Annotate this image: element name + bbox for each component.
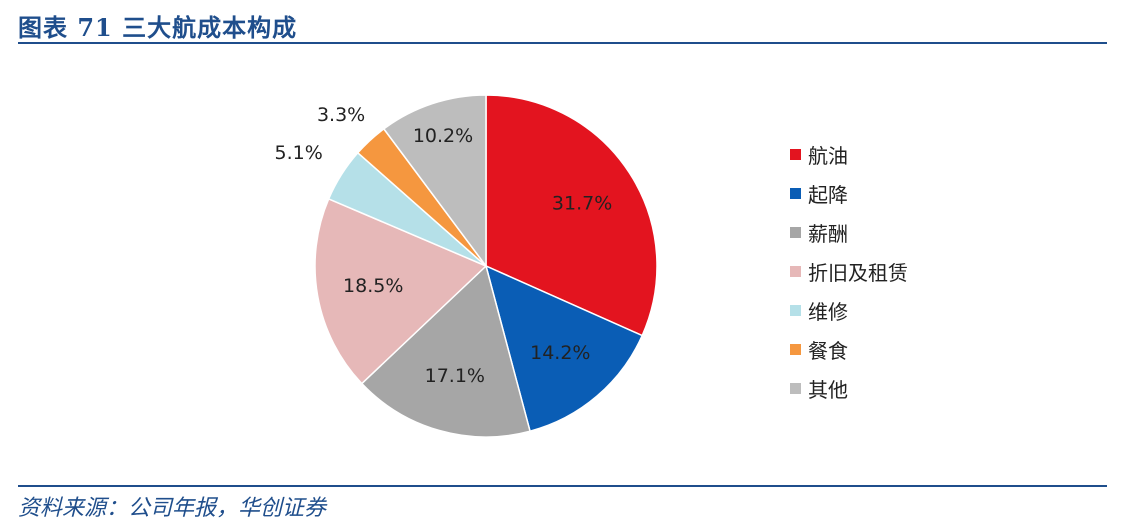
pie-data-label: 31.7% [552, 193, 612, 215]
legend-swatch [790, 227, 801, 238]
page-title: 图表 71 三大航成本构成 [18, 13, 298, 42]
pie-data-label: 17.1% [425, 365, 485, 387]
legend-label: 餐食 [808, 339, 848, 363]
legend-item: 餐食 [790, 330, 908, 369]
legend-item: 起降 [790, 174, 908, 213]
pie-data-label: 18.5% [343, 275, 403, 297]
legend-label: 其他 [808, 378, 848, 402]
source-note: 资料来源：公司年报，华创证券 [18, 496, 327, 521]
legend-label: 起降 [808, 183, 848, 207]
legend-label: 折旧及租赁 [808, 261, 908, 285]
legend-item: 维修 [790, 291, 908, 330]
legend-swatch [790, 305, 801, 316]
pie-slices [314, 94, 658, 438]
legend-item: 薪酬 [790, 213, 908, 252]
pie-labels: 31.7% 14.2% 17.1% 18.5% 5.1% 3.3% 10.2% [275, 104, 613, 387]
legend-swatch [790, 383, 801, 394]
pie-slice-1 [485, 94, 658, 337]
legend-swatch [790, 188, 801, 199]
legend-swatch [790, 344, 801, 355]
pie-data-label: 10.2% [413, 125, 473, 147]
legend-item: 航油 [790, 135, 908, 174]
pie-slice-2 [484, 264, 644, 433]
chart-legend: 航油起降薪酬折旧及租赁维修餐食其他 [790, 135, 908, 408]
legend-label: 维修 [808, 300, 848, 324]
legend-label: 航油 [808, 144, 848, 168]
header-rule [18, 42, 1107, 44]
legend-swatch [790, 266, 801, 277]
footer-rule [18, 485, 1107, 487]
pie-slice-7 [382, 94, 487, 269]
legend-item: 折旧及租赁 [790, 252, 908, 291]
pie-slice-4 [314, 197, 488, 385]
pie-slice-3 [360, 264, 531, 438]
legend-item: 其他 [790, 369, 908, 408]
pie-data-label: 5.1% [275, 142, 323, 164]
legend-label: 薪酬 [808, 222, 848, 246]
pie-data-label: 14.2% [530, 342, 590, 364]
pie-data-label: 3.3% [317, 104, 365, 126]
legend-swatch [790, 149, 801, 160]
